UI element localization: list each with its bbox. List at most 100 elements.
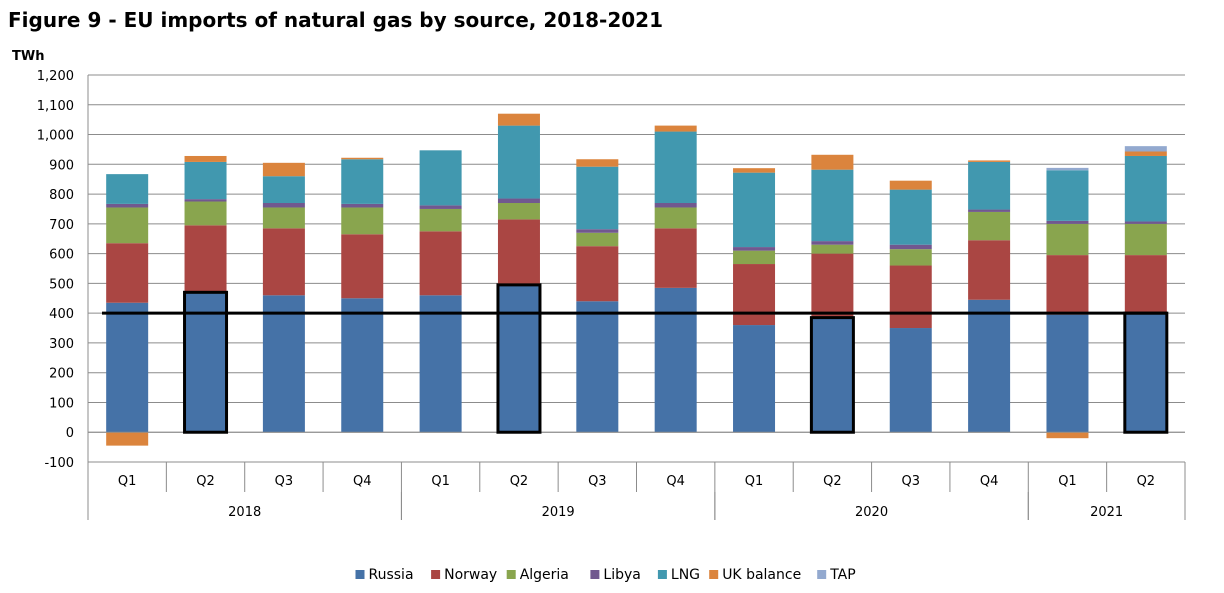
bar-segment-uk-balance (1124, 151, 1167, 156)
bar-segment-lng (733, 172, 776, 248)
bar-segment-russia (1046, 314, 1089, 433)
legend: Russia Norway Algeria Libya LNG UK balance TAP (355, 567, 856, 583)
bar-segment-norway (1124, 255, 1167, 314)
x-tick-label: Q2 (510, 474, 529, 489)
y-tick-label: 900 (49, 158, 74, 173)
bar-segment-russia (262, 295, 305, 433)
bar-segment-algeria (1046, 223, 1089, 256)
bar-segment-libya (1124, 221, 1167, 224)
bar-segment-russia (889, 328, 932, 433)
y-tick-label: -100 (44, 456, 74, 471)
x-tick-labels: Q1 Q2 Q3 Q4 Q1 Q2 Q3 Q4 Q1 Q2 Q3 Q4 Q1 Q2 2018 2019 2020… (118, 474, 1155, 520)
x-tick-label: Q1 (431, 474, 450, 489)
bar-segment-libya (497, 198, 540, 204)
bar-segment-norway (576, 246, 619, 302)
y-tick-label: 100 (49, 396, 74, 411)
legend-label: LNG (671, 567, 700, 583)
bar-segment-russia (733, 325, 776, 433)
bar-segment-lng (262, 176, 305, 204)
bar-segment-lng (968, 161, 1011, 210)
legend-swatch (590, 570, 600, 579)
x-tick-label: Q1 (1058, 474, 1077, 489)
bar-segment-russia (1124, 313, 1167, 433)
bar-segment-tap (1046, 167, 1089, 171)
legend-label: UK balance (722, 567, 801, 583)
bar-segment-algeria (341, 207, 384, 235)
y-tick-label: 200 (49, 367, 74, 382)
bar-segment-norway (106, 243, 149, 303)
bar-segment-algeria (106, 207, 149, 244)
legend-label: Russia (369, 567, 414, 583)
bar-segment-algeria (262, 207, 305, 229)
y-tick-label: 600 (49, 248, 74, 263)
bar-segment-libya (811, 241, 854, 245)
x-tick-label: Q2 (196, 474, 215, 489)
bar-segment-uk-balance (262, 162, 305, 177)
bar-segment-russia (654, 287, 697, 433)
bar-segment-norway (341, 234, 384, 299)
legend-label: Libya (603, 567, 640, 583)
bar-segment-russia (968, 299, 1011, 433)
bar-segment-norway (654, 228, 697, 288)
x-tick-label: Q3 (275, 474, 294, 489)
bar-segment-libya (576, 229, 619, 233)
bar-segment-libya (889, 244, 932, 250)
bar-segment-norway (1046, 255, 1089, 315)
bar-segment-russia (497, 284, 540, 433)
bar-segment-lng (1046, 170, 1089, 221)
axes (87, 75, 1186, 520)
bar-segment-norway (497, 219, 540, 285)
y-tick-label: 1,100 (37, 99, 74, 114)
bar-segment-lng (654, 131, 697, 204)
bar-segment-libya (968, 209, 1011, 212)
x-group-label: 2020 (855, 505, 888, 520)
bar-segment-lng (497, 125, 540, 199)
bar-segment-lng (419, 150, 462, 206)
x-tick-label: Q4 (353, 474, 372, 489)
bar-segment-lng (341, 159, 384, 204)
bar-segment-algeria (576, 232, 619, 247)
legend-label: TAP (829, 567, 855, 583)
y-tick-label: 1,000 (37, 129, 74, 144)
bar-segment-libya (262, 203, 305, 208)
legend-swatch (506, 570, 516, 579)
bar-segment-algeria (968, 211, 1011, 241)
bar-segment-uk-balance (1046, 432, 1089, 439)
bar-segment-uk-balance (733, 168, 776, 173)
bar-segment-norway (811, 253, 854, 318)
bar-segment-lng (811, 169, 854, 242)
y-tick-label: 1,200 (37, 69, 74, 84)
bar-segment-russia (419, 295, 462, 433)
x-tick-label: Q4 (666, 474, 685, 489)
chart-title: Figure 9 - EU imports of natural gas by … (8, 8, 663, 32)
bar-segment-algeria (1124, 223, 1167, 256)
bar-segment-norway (733, 264, 776, 326)
bar-segment-libya (1046, 220, 1089, 224)
bar-segment-libya (106, 203, 149, 208)
bar-segment-libya (654, 203, 697, 208)
bar-segment-uk-balance (968, 160, 1011, 162)
legend-swatch (657, 570, 667, 579)
bar-segment-norway (262, 228, 305, 296)
x-tick-label: Q1 (118, 474, 137, 489)
bar-segment-norway (889, 265, 932, 329)
y-tick-labels: -100 0 100 200 300 400 500 600 700 800 900 1,000 1,1… (37, 69, 74, 471)
highlight-box (1123, 311, 1169, 434)
bar-segment-tap (1124, 146, 1167, 152)
legend-label: Norway (444, 567, 497, 583)
y-tick-label: 400 (49, 307, 74, 322)
x-group-label: 2018 (228, 505, 261, 520)
x-group-label: 2019 (542, 505, 575, 520)
bar-segment-uk-balance (889, 180, 932, 190)
bar-segment-libya (733, 247, 776, 251)
y-tick-label: 500 (49, 277, 74, 292)
x-tick-label: Q2 (1137, 474, 1156, 489)
bar-segment-russia (811, 317, 854, 433)
bar-segment-uk-balance (184, 155, 227, 162)
highlight-box (496, 283, 542, 434)
y-tick-label: 800 (49, 188, 74, 203)
bar-segment-uk-balance (341, 157, 384, 160)
legend-label: Algeria (520, 567, 569, 583)
x-tick-label: Q4 (980, 474, 999, 489)
